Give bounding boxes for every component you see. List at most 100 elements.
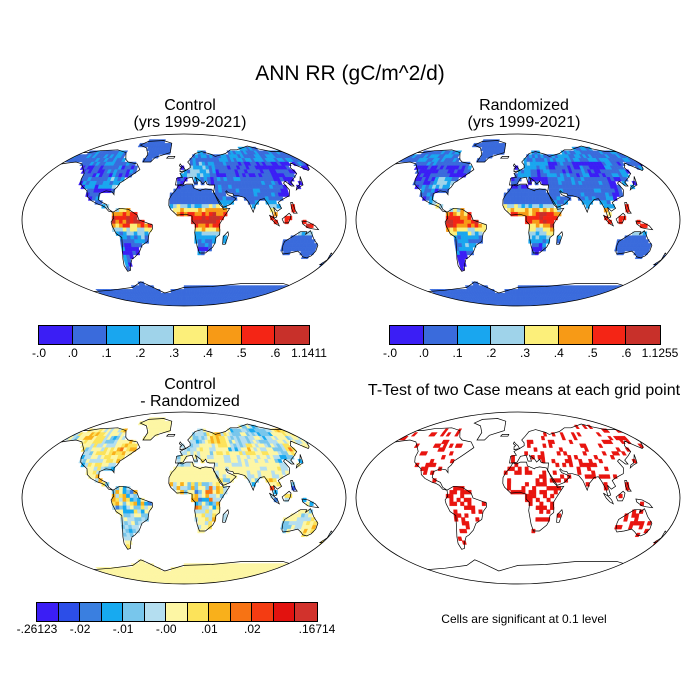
map-cell <box>127 173 133 178</box>
map-cell <box>136 581 143 584</box>
map-cell <box>546 509 551 514</box>
map-cell <box>507 196 512 201</box>
map-cell <box>618 161 626 166</box>
map-cell <box>183 567 187 572</box>
map-cell <box>273 570 282 576</box>
map-cell <box>201 509 206 514</box>
map-cell <box>631 154 640 159</box>
map-cell <box>542 208 547 213</box>
map-cell <box>259 581 270 584</box>
map-cell <box>534 246 540 252</box>
map-cell <box>208 219 214 225</box>
map-cell <box>243 303 252 306</box>
map-cell <box>198 211 203 217</box>
map-cell <box>517 192 522 197</box>
map-cell <box>192 443 197 448</box>
map-cell <box>197 303 202 306</box>
map-cell <box>133 501 138 507</box>
map-cell <box>94 303 105 306</box>
map-cell <box>539 200 544 205</box>
map-cell <box>194 497 199 503</box>
map-cell <box>636 219 641 225</box>
map-cell <box>95 578 105 583</box>
colorbar-swatch <box>558 326 593 344</box>
map-cell <box>250 300 259 305</box>
colorbar-swatch <box>37 603 59 621</box>
map-cell <box>430 303 441 306</box>
map-cell <box>263 581 274 584</box>
map-cell <box>144 581 151 584</box>
map-cell <box>176 486 181 491</box>
map-cell <box>140 505 145 510</box>
map-cell <box>215 509 221 514</box>
coastline-borneo <box>281 490 292 502</box>
map-cell <box>287 428 296 433</box>
map-cell <box>183 204 188 209</box>
map-cell <box>517 289 521 294</box>
map-cell <box>81 574 91 579</box>
map-cell <box>71 289 80 294</box>
map-cell <box>140 303 147 306</box>
map-cell <box>146 303 153 306</box>
map-cell <box>180 177 185 182</box>
map-cell <box>439 432 446 437</box>
map-cell <box>509 303 513 306</box>
map-cell <box>82 300 92 305</box>
map-cell <box>470 303 477 306</box>
map-cell <box>472 243 477 248</box>
map-cell <box>621 285 630 290</box>
map-cell <box>79 300 90 305</box>
map-cell <box>134 246 140 252</box>
coastline-south-america <box>110 485 153 550</box>
map-cell <box>542 227 547 232</box>
map-cell <box>181 567 185 572</box>
map-cell <box>201 501 206 507</box>
map-cell <box>546 215 551 221</box>
map-cell <box>528 192 533 197</box>
map-cell <box>280 289 289 294</box>
map-cell <box>528 497 533 503</box>
map-cell <box>287 181 294 186</box>
map-cell <box>83 296 93 301</box>
colorbar-swatch <box>209 603 231 621</box>
map-cell <box>517 204 522 209</box>
map-cell <box>410 289 419 294</box>
map-cell <box>621 292 632 298</box>
map-cell <box>461 239 466 244</box>
map-cell <box>478 509 483 514</box>
map-cell <box>422 451 429 456</box>
map-cell <box>218 470 223 475</box>
map-cell <box>556 478 562 483</box>
map-cell <box>576 432 582 437</box>
map-cell <box>187 192 192 197</box>
map-cell <box>449 501 454 507</box>
map-cell <box>140 509 146 514</box>
map-cell <box>542 517 547 522</box>
map-cell <box>552 196 558 201</box>
map-cell <box>248 578 256 583</box>
map-cell <box>524 188 529 193</box>
map-cell <box>140 223 145 229</box>
map-cell <box>550 219 555 225</box>
coastline-new-guinea <box>635 220 654 231</box>
map-cell <box>474 223 479 229</box>
map-cell <box>178 567 182 572</box>
map-cell <box>293 289 303 294</box>
map-cell <box>627 524 634 530</box>
map-cell <box>417 296 427 301</box>
map-border <box>355 133 681 307</box>
map-cell <box>614 289 623 294</box>
map-cell <box>452 501 458 507</box>
map-cell <box>250 578 259 583</box>
map-cell <box>629 184 636 190</box>
map-cell <box>439 300 448 305</box>
map-cell <box>593 300 602 305</box>
map-cell <box>282 574 292 579</box>
colorbar-swatch <box>241 326 276 344</box>
map-cell <box>539 223 544 229</box>
map-cell <box>452 489 458 495</box>
map-cell <box>510 204 515 209</box>
map-cell <box>460 219 465 225</box>
map-cell <box>186 289 190 294</box>
map-cell <box>133 513 139 518</box>
